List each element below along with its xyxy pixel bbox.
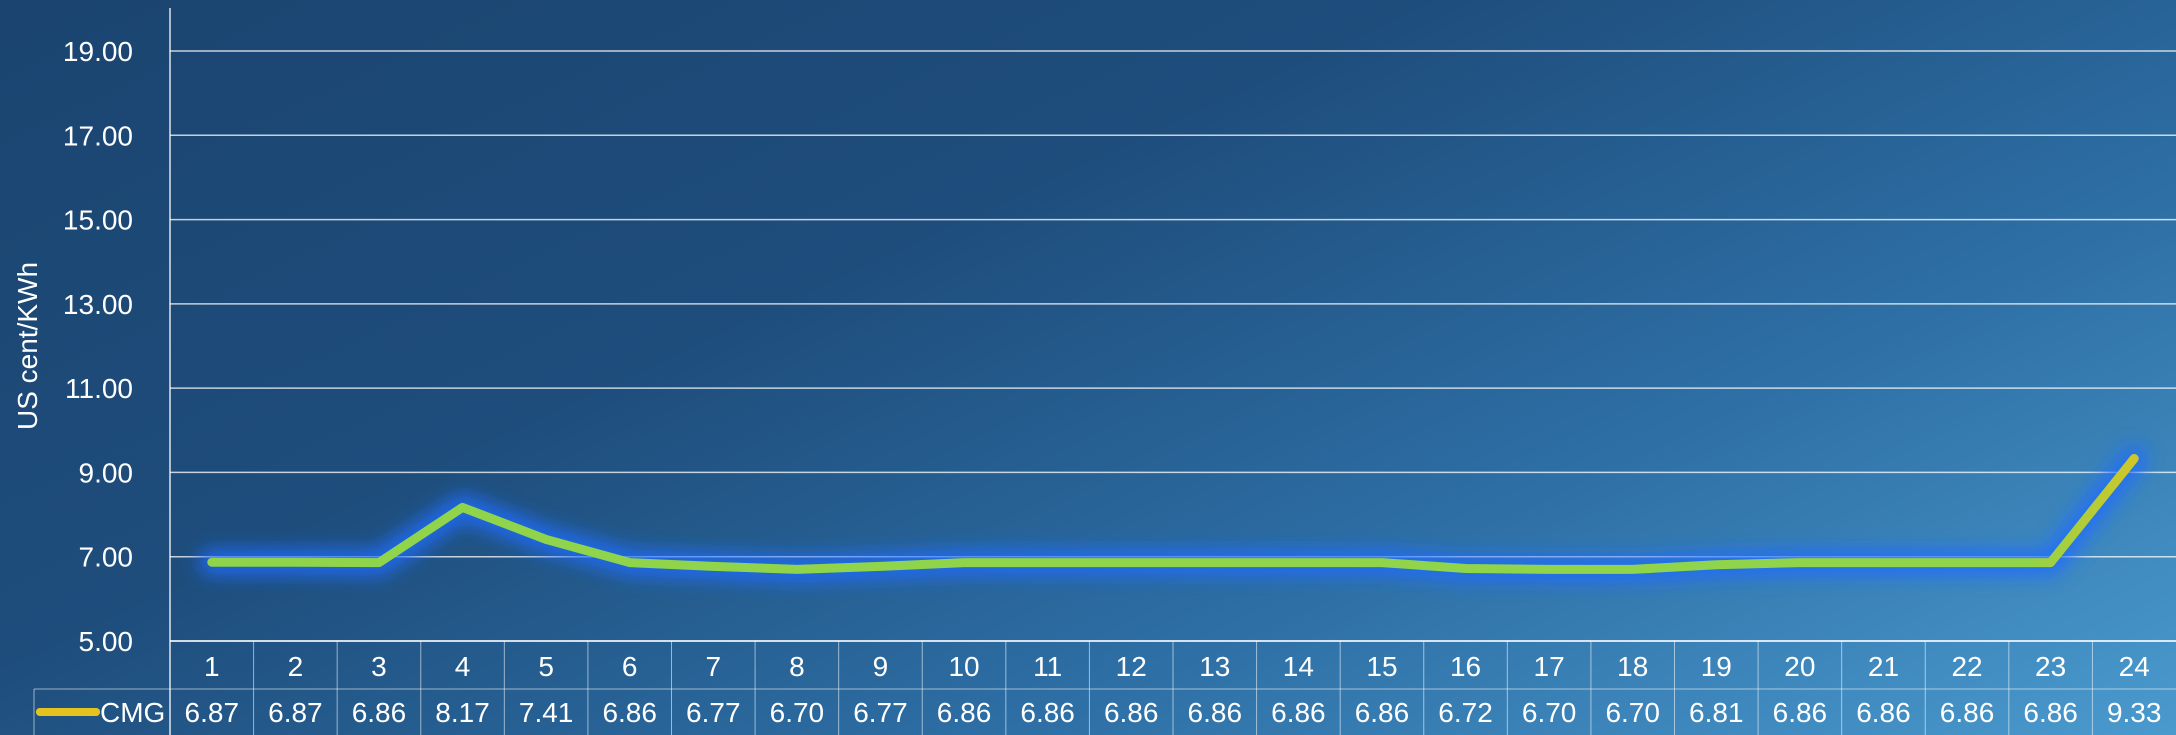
- x-tick-label: 1: [204, 651, 220, 682]
- data-label: 6.86: [602, 697, 657, 728]
- x-tick-label: 16: [1450, 651, 1481, 682]
- data-label: 6.72: [1438, 697, 1493, 728]
- data-label: 6.86: [1188, 697, 1243, 728]
- x-tick-label: 23: [2035, 651, 2066, 682]
- y-tick-label: 5.00: [79, 626, 134, 657]
- x-tick-label: 19: [1701, 651, 1732, 682]
- data-label: 6.86: [2023, 697, 2078, 728]
- data-label: 6.86: [1104, 697, 1159, 728]
- data-label: 6.81: [1689, 697, 1744, 728]
- data-label: 6.77: [686, 697, 741, 728]
- data-label: 6.70: [1522, 697, 1577, 728]
- data-label: 6.87: [185, 697, 240, 728]
- y-tick-label: 11.00: [65, 373, 133, 404]
- data-label: 6.86: [1355, 697, 1410, 728]
- x-tick-label: 9: [873, 651, 889, 682]
- data-label: 6.87: [268, 697, 323, 728]
- data-label: 6.70: [770, 697, 825, 728]
- legend-label: CMG: [100, 697, 165, 728]
- x-tick-label: 6: [622, 651, 638, 682]
- x-tick-label: 12: [1116, 651, 1147, 682]
- x-tick-label: 13: [1199, 651, 1230, 682]
- series-line: [207, 454, 2139, 574]
- data-table: 1 2 3 4 5 6 7 8 9 10 11 12 13 14 15 16 17 18 19 20 21 22 23 24C…: [33, 640, 2176, 735]
- series-cmg: [198, 445, 2148, 583]
- x-tick-label: 17: [1534, 651, 1565, 682]
- x-tick-label: 18: [1617, 651, 1648, 682]
- x-tick-label: 8: [789, 651, 805, 682]
- x-tick-label: 7: [706, 651, 722, 682]
- y-axis-ticks: 5.00 7.00 9.00 11.00 13.00 15.00 17.00 19.00: [63, 36, 133, 657]
- x-tick-label: 21: [1868, 651, 1899, 682]
- x-tick-label: 10: [948, 651, 979, 682]
- x-tick-label: 20: [1784, 651, 1815, 682]
- data-label: 8.17: [435, 697, 490, 728]
- x-tick-label: 5: [538, 651, 554, 682]
- y-axis-label: US cent/KWh: [12, 262, 43, 430]
- x-tick-label: 2: [288, 651, 304, 682]
- data-label: 7.41: [519, 697, 574, 728]
- grid-lines: [169, 8, 2176, 735]
- data-label: 6.86: [1856, 697, 1911, 728]
- x-tick-label: 24: [2119, 651, 2150, 682]
- x-tick-label: 11: [1033, 651, 1062, 682]
- series-line-glow: [198, 445, 2148, 583]
- data-label: 6.77: [853, 697, 908, 728]
- y-tick-label: 17.00: [63, 120, 133, 151]
- data-label: 9.33: [2107, 697, 2162, 728]
- y-tick-label: 15.00: [63, 205, 133, 236]
- data-label: 6.86: [1020, 697, 1075, 728]
- y-tick-label: 7.00: [79, 542, 134, 573]
- y-tick-label: 19.00: [63, 36, 133, 67]
- x-tick-label: 3: [371, 651, 387, 682]
- x-tick-label: 22: [1951, 651, 1982, 682]
- data-label: 6.86: [1773, 697, 1828, 728]
- x-tick-label: 14: [1283, 651, 1314, 682]
- data-label: 6.86: [1940, 697, 1995, 728]
- y-tick-label: 13.00: [63, 289, 133, 320]
- data-label: 6.86: [352, 697, 407, 728]
- data-label: 6.70: [1605, 697, 1660, 728]
- x-tick-label: 15: [1366, 651, 1397, 682]
- y-tick-label: 9.00: [79, 457, 134, 488]
- data-label: 6.86: [1271, 697, 1326, 728]
- x-tick-label: 4: [455, 651, 471, 682]
- data-label: 6.86: [937, 697, 992, 728]
